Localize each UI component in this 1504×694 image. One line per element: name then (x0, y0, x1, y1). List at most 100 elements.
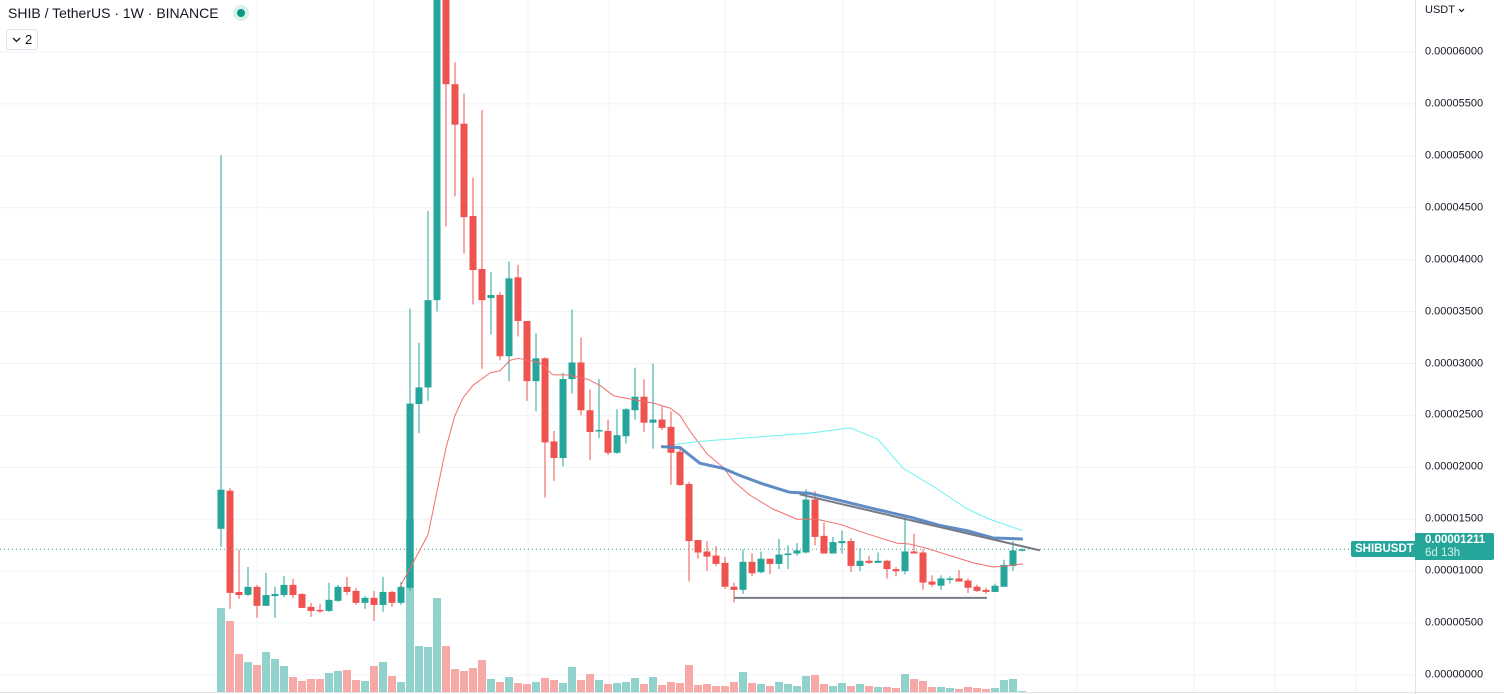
candle-down (667, 426, 675, 453)
volume-bar (910, 679, 918, 692)
volume-bar (730, 682, 738, 692)
ma-red-line (399, 357, 1023, 587)
volume-bar (658, 685, 666, 692)
volume-bar (334, 671, 342, 692)
candle-up (856, 560, 864, 566)
volume-bar (856, 684, 864, 692)
volume-bar (253, 665, 261, 692)
price-tick-label: 0.00005500 (1425, 97, 1484, 110)
volume-bar (694, 685, 702, 692)
volume-bar (262, 652, 270, 692)
candle-down (352, 590, 360, 603)
last-price-tag: 0.00001211 6d 13h (1415, 533, 1494, 560)
volume-bar (352, 680, 360, 692)
price-tick-label: 0.00004500 (1425, 201, 1484, 214)
candle-down (865, 560, 873, 563)
price-tick-label: 0.00005000 (1425, 149, 1484, 162)
candle-down (748, 561, 756, 574)
volume-bar (586, 674, 594, 692)
candle-up (937, 578, 945, 586)
volume-bar (676, 683, 684, 692)
candle-down (919, 552, 927, 583)
volume-bar (631, 678, 639, 692)
volume-bar (388, 676, 396, 692)
volume-bar (739, 672, 747, 692)
candle-up (325, 599, 333, 611)
volume-bar (568, 667, 576, 692)
currency-selector[interactable]: USDT (1425, 4, 1465, 16)
candle-up (1000, 564, 1008, 587)
candle-up (649, 419, 657, 423)
volume-bar (640, 684, 648, 692)
volume-bar (559, 683, 567, 692)
volume-bar (433, 598, 441, 692)
candle-down (955, 578, 963, 582)
volume-bar (550, 680, 558, 692)
volume-bar (838, 683, 846, 692)
price-tick-label: 0.00003000 (1425, 357, 1484, 369)
candle-up (757, 558, 765, 573)
volume-bar (244, 662, 252, 692)
candle-down (496, 294, 504, 357)
candle-up (559, 379, 567, 458)
volume-bar (775, 682, 783, 692)
indicators-toggle-button[interactable]: 2 (6, 29, 39, 50)
volume-bar (901, 674, 909, 692)
volume-bar (712, 686, 720, 692)
candle-up (991, 585, 999, 592)
candle-down (577, 362, 585, 411)
candle-up (946, 578, 954, 580)
volume-bar (469, 668, 477, 692)
candle-down (685, 483, 693, 542)
candle-up (334, 586, 342, 601)
volume-bar (406, 519, 414, 692)
price-tick-label: 0.00004000 (1425, 253, 1484, 266)
price-tick-label: 0.00002000 (1425, 460, 1484, 473)
volume-bar (451, 669, 459, 692)
candle-down (469, 216, 477, 271)
candle-up (775, 554, 783, 564)
candle-up (487, 294, 495, 299)
candle-up (829, 542, 837, 554)
last-price-value: 0.00001211 (1425, 534, 1486, 546)
candle-down (460, 123, 468, 218)
chevron-down-icon (12, 37, 21, 42)
candle-down (478, 269, 486, 301)
volume-bar (379, 662, 387, 692)
volume-bar (1000, 680, 1008, 692)
volume-bar (874, 687, 882, 692)
candle-up (505, 278, 513, 357)
chevron-down-icon (1458, 8, 1465, 12)
candle-down (820, 535, 828, 554)
volume-bar (973, 688, 981, 692)
volume-bar (802, 676, 810, 692)
volume-bar (316, 679, 324, 692)
price-tick-label: 0.00006000 (1425, 45, 1484, 58)
volume-bar (415, 646, 423, 692)
volume-bar (928, 687, 936, 692)
volume-bar (919, 681, 927, 692)
volume-bar (811, 675, 819, 692)
volume-bar (829, 686, 837, 692)
candle-up (568, 362, 576, 380)
volume-bar (604, 684, 612, 692)
volume-bar (280, 666, 288, 692)
volume-bar (577, 680, 585, 692)
candle-down (343, 586, 351, 592)
candle-down (811, 499, 819, 537)
volume-bar (820, 684, 828, 692)
volume-bar (325, 673, 333, 692)
candle-down (640, 396, 648, 423)
symbol-title[interactable]: SHIB / TetherUS · 1W · BINANCE (8, 5, 219, 21)
candle-up (379, 591, 387, 605)
candle-up (406, 403, 414, 588)
candle-down (928, 581, 936, 585)
price-tick-label: 0.00001000 (1425, 564, 1484, 577)
candle-down (523, 320, 531, 382)
volume-bar (991, 688, 999, 692)
candle-down (658, 419, 666, 428)
candle-up (793, 550, 801, 554)
volume-bar (424, 647, 432, 692)
volume-bar (622, 682, 630, 692)
